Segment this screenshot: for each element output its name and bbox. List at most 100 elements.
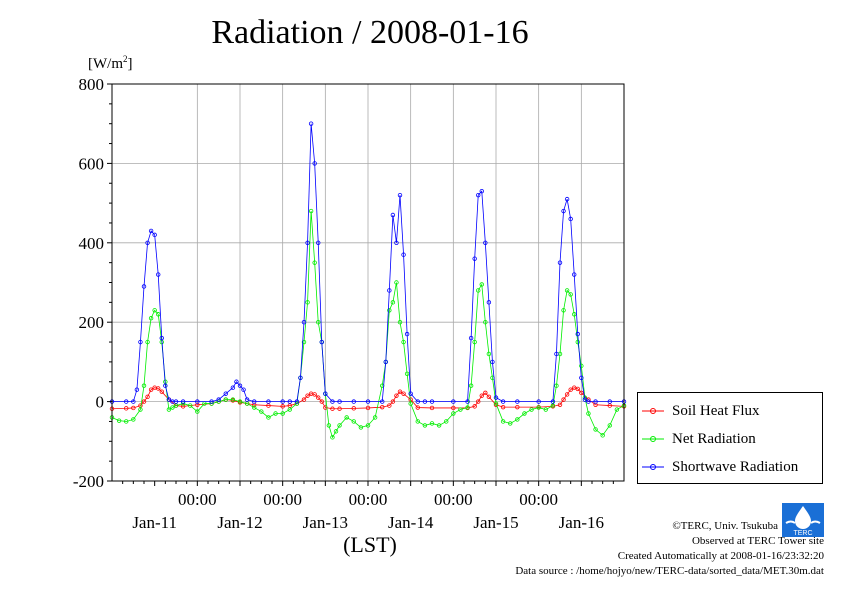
chart-title: Radiation / 2008-01-16	[211, 14, 529, 51]
data-point	[266, 415, 271, 420]
data-point	[131, 405, 136, 411]
data-point	[280, 399, 285, 404]
data-point	[166, 397, 172, 402]
data-point	[397, 320, 403, 325]
data-point	[401, 252, 406, 257]
data-point	[308, 208, 314, 214]
data-point	[166, 407, 172, 412]
data-point	[564, 196, 570, 202]
data-point	[330, 399, 335, 404]
data-point	[323, 391, 328, 396]
data-point	[344, 415, 349, 420]
data-point	[572, 312, 577, 317]
x-day-label: Jan-16	[559, 513, 604, 532]
data-point	[579, 375, 584, 380]
data-point	[387, 403, 392, 408]
data-point	[330, 406, 335, 411]
data-point	[415, 419, 420, 424]
data-point	[351, 419, 356, 424]
data-point	[234, 379, 239, 384]
data-point	[124, 399, 129, 404]
copyright-text: ©TERC, Univ. Tsukuba	[672, 520, 778, 532]
x-day-label: Jan-14	[388, 513, 434, 532]
data-point	[383, 359, 388, 365]
data-point	[575, 386, 580, 392]
data-point	[468, 335, 474, 341]
data-point	[561, 397, 566, 402]
data-point	[493, 401, 499, 406]
data-point	[564, 288, 570, 293]
x-time-label: 00:00	[178, 490, 217, 509]
data-point	[575, 339, 580, 345]
data-point	[451, 405, 456, 411]
data-point	[607, 423, 612, 428]
data-point	[415, 399, 420, 404]
data-point	[159, 389, 164, 394]
data-point	[472, 404, 477, 409]
data-point	[319, 399, 324, 404]
data-point	[145, 394, 150, 400]
data-point	[124, 419, 129, 424]
data-point	[607, 399, 612, 404]
data-point	[287, 399, 292, 404]
data-point	[479, 188, 484, 194]
data-point	[337, 423, 342, 428]
x-axis-label: (LST)	[343, 532, 397, 557]
data-point	[557, 260, 563, 265]
data-point	[582, 397, 588, 402]
data-point	[483, 390, 488, 396]
legend-marker-soil-heat-flux	[642, 408, 664, 414]
data-point	[312, 260, 317, 265]
data-point	[568, 216, 573, 222]
data-point	[259, 409, 264, 414]
data-point	[614, 407, 620, 412]
data-point	[159, 335, 164, 341]
data-point	[394, 280, 399, 285]
data-point	[479, 393, 484, 398]
series-net-radiation	[109, 208, 627, 440]
data-point	[273, 411, 278, 416]
data-point	[298, 375, 303, 380]
data-point	[116, 418, 122, 423]
y-tick-label: 200	[79, 313, 105, 332]
x-time-label: 00:00	[349, 490, 388, 509]
series-layer	[109, 121, 627, 440]
data-point	[593, 427, 598, 432]
data-point	[451, 411, 456, 416]
data-point	[252, 402, 257, 407]
data-point	[188, 403, 193, 408]
data-point	[156, 312, 161, 317]
data-point	[280, 411, 285, 416]
data-point	[522, 411, 527, 416]
data-point	[579, 363, 584, 369]
data-point	[131, 399, 136, 404]
y-tick-label: -200	[73, 472, 104, 491]
site-text: Observed at TERC Tower site	[691, 535, 824, 547]
data-point	[308, 121, 314, 126]
data-point	[408, 391, 413, 396]
data-point	[387, 288, 392, 293]
data-point	[301, 397, 307, 402]
series-shortwave-radiation	[109, 121, 627, 404]
x-day-label: Jan-11	[132, 513, 177, 532]
data-point	[152, 232, 157, 238]
data-point	[223, 397, 228, 402]
data-point	[266, 399, 271, 404]
data-point	[429, 421, 435, 426]
data-point	[237, 399, 243, 404]
data-point	[404, 371, 410, 377]
source-text: Data source : /home/hojyo/new/TERC-data/…	[515, 565, 824, 577]
legend-marker-net-radiation	[642, 436, 664, 442]
data-point	[451, 399, 456, 404]
data-point	[465, 405, 470, 410]
data-point	[550, 399, 556, 404]
data-point	[180, 404, 186, 409]
data-point	[195, 409, 200, 414]
data-point	[397, 192, 403, 198]
data-point	[401, 391, 406, 396]
data-point	[600, 433, 605, 438]
data-point	[312, 161, 317, 166]
data-point	[252, 399, 257, 404]
data-point	[436, 423, 442, 428]
data-point	[365, 399, 371, 404]
